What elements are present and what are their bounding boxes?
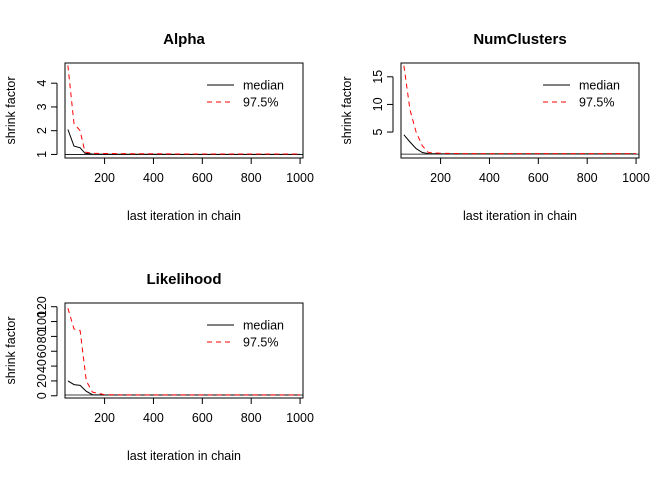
y-tick-label: 3 <box>35 103 49 110</box>
x-axis: 200 400 600 800 1000 <box>94 397 314 425</box>
y-tick-label: 60 <box>35 344 49 358</box>
x-tick-label: 400 <box>143 171 164 185</box>
legend: median 97.5% <box>207 319 284 350</box>
legend-label: median <box>579 79 620 93</box>
legend-label: median <box>243 79 284 93</box>
x-tick-label: 400 <box>479 171 500 185</box>
x-axis-label: last iteration in chain <box>127 209 241 223</box>
series-line-upper <box>403 65 637 155</box>
x-tick-label: 800 <box>577 171 598 185</box>
x-tick-label: 200 <box>430 171 451 185</box>
legend-label: 97.5% <box>243 336 278 350</box>
x-axis: 200 400 600 800 1000 <box>430 157 650 185</box>
legend-label: 97.5% <box>579 96 614 110</box>
series-line-upper <box>67 65 301 155</box>
x-axis-label: last iteration in chain <box>463 209 577 223</box>
y-axis-label: shrink factor <box>4 76 18 144</box>
x-axis-label: last iteration in chain <box>127 449 241 463</box>
x-tick-label: 600 <box>528 171 549 185</box>
y-tick-label: 10 <box>371 97 385 111</box>
panel-title: Likelihood <box>147 271 222 288</box>
legend-label: 97.5% <box>243 96 278 110</box>
y-tick-label: 20 <box>35 374 49 388</box>
y-tick-label: 1 <box>35 151 49 158</box>
plot-frame <box>400 62 640 159</box>
y-tick-label: 4 <box>35 80 49 87</box>
y-tick-label: 100 <box>35 311 49 332</box>
x-tick-label: 600 <box>192 411 213 425</box>
x-tick-label: 200 <box>94 411 115 425</box>
series-line-upper <box>67 308 301 396</box>
x-tick-label: 800 <box>241 171 262 185</box>
y-tick-label: 2 <box>35 127 49 134</box>
panel-title: NumClusters <box>473 31 566 48</box>
series-line-median <box>403 134 637 155</box>
y-tick-label: 80 <box>35 329 49 343</box>
y-tick-label: 120 <box>35 296 49 317</box>
y-axis-label: shrink factor <box>340 76 354 144</box>
series-line-median <box>67 129 301 155</box>
plot-frame <box>64 62 304 159</box>
plot-frame <box>64 302 304 399</box>
y-axis-label: shrink factor <box>4 316 18 384</box>
x-tick-label: 1000 <box>622 171 650 185</box>
y-tick-label: 15 <box>371 70 385 84</box>
x-tick-label: 200 <box>94 171 115 185</box>
legend: median 97.5% <box>543 79 620 110</box>
panel-1: NumClusters 200 400 600 800 1000 last iteratio… <box>340 31 650 223</box>
x-tick-label: 1000 <box>286 411 314 425</box>
panel-0: Alpha 200 400 600 800 1000 last iteration in c… <box>4 31 314 223</box>
panel-title: Alpha <box>163 31 205 48</box>
y-axis: 5 10 15 <box>371 70 394 136</box>
y-tick-label: 40 <box>35 359 49 373</box>
x-tick-label: 600 <box>192 171 213 185</box>
y-tick-label: 0 <box>35 392 49 399</box>
series-line-median <box>67 380 301 396</box>
legend-label: median <box>243 319 284 333</box>
x-axis: 200 400 600 800 1000 <box>94 157 314 185</box>
x-tick-label: 400 <box>143 411 164 425</box>
legend: median 97.5% <box>207 79 284 110</box>
x-tick-label: 800 <box>241 411 262 425</box>
y-axis: 1 2 3 4 <box>35 80 58 158</box>
x-tick-label: 1000 <box>286 171 314 185</box>
y-tick-label: 5 <box>371 129 385 136</box>
